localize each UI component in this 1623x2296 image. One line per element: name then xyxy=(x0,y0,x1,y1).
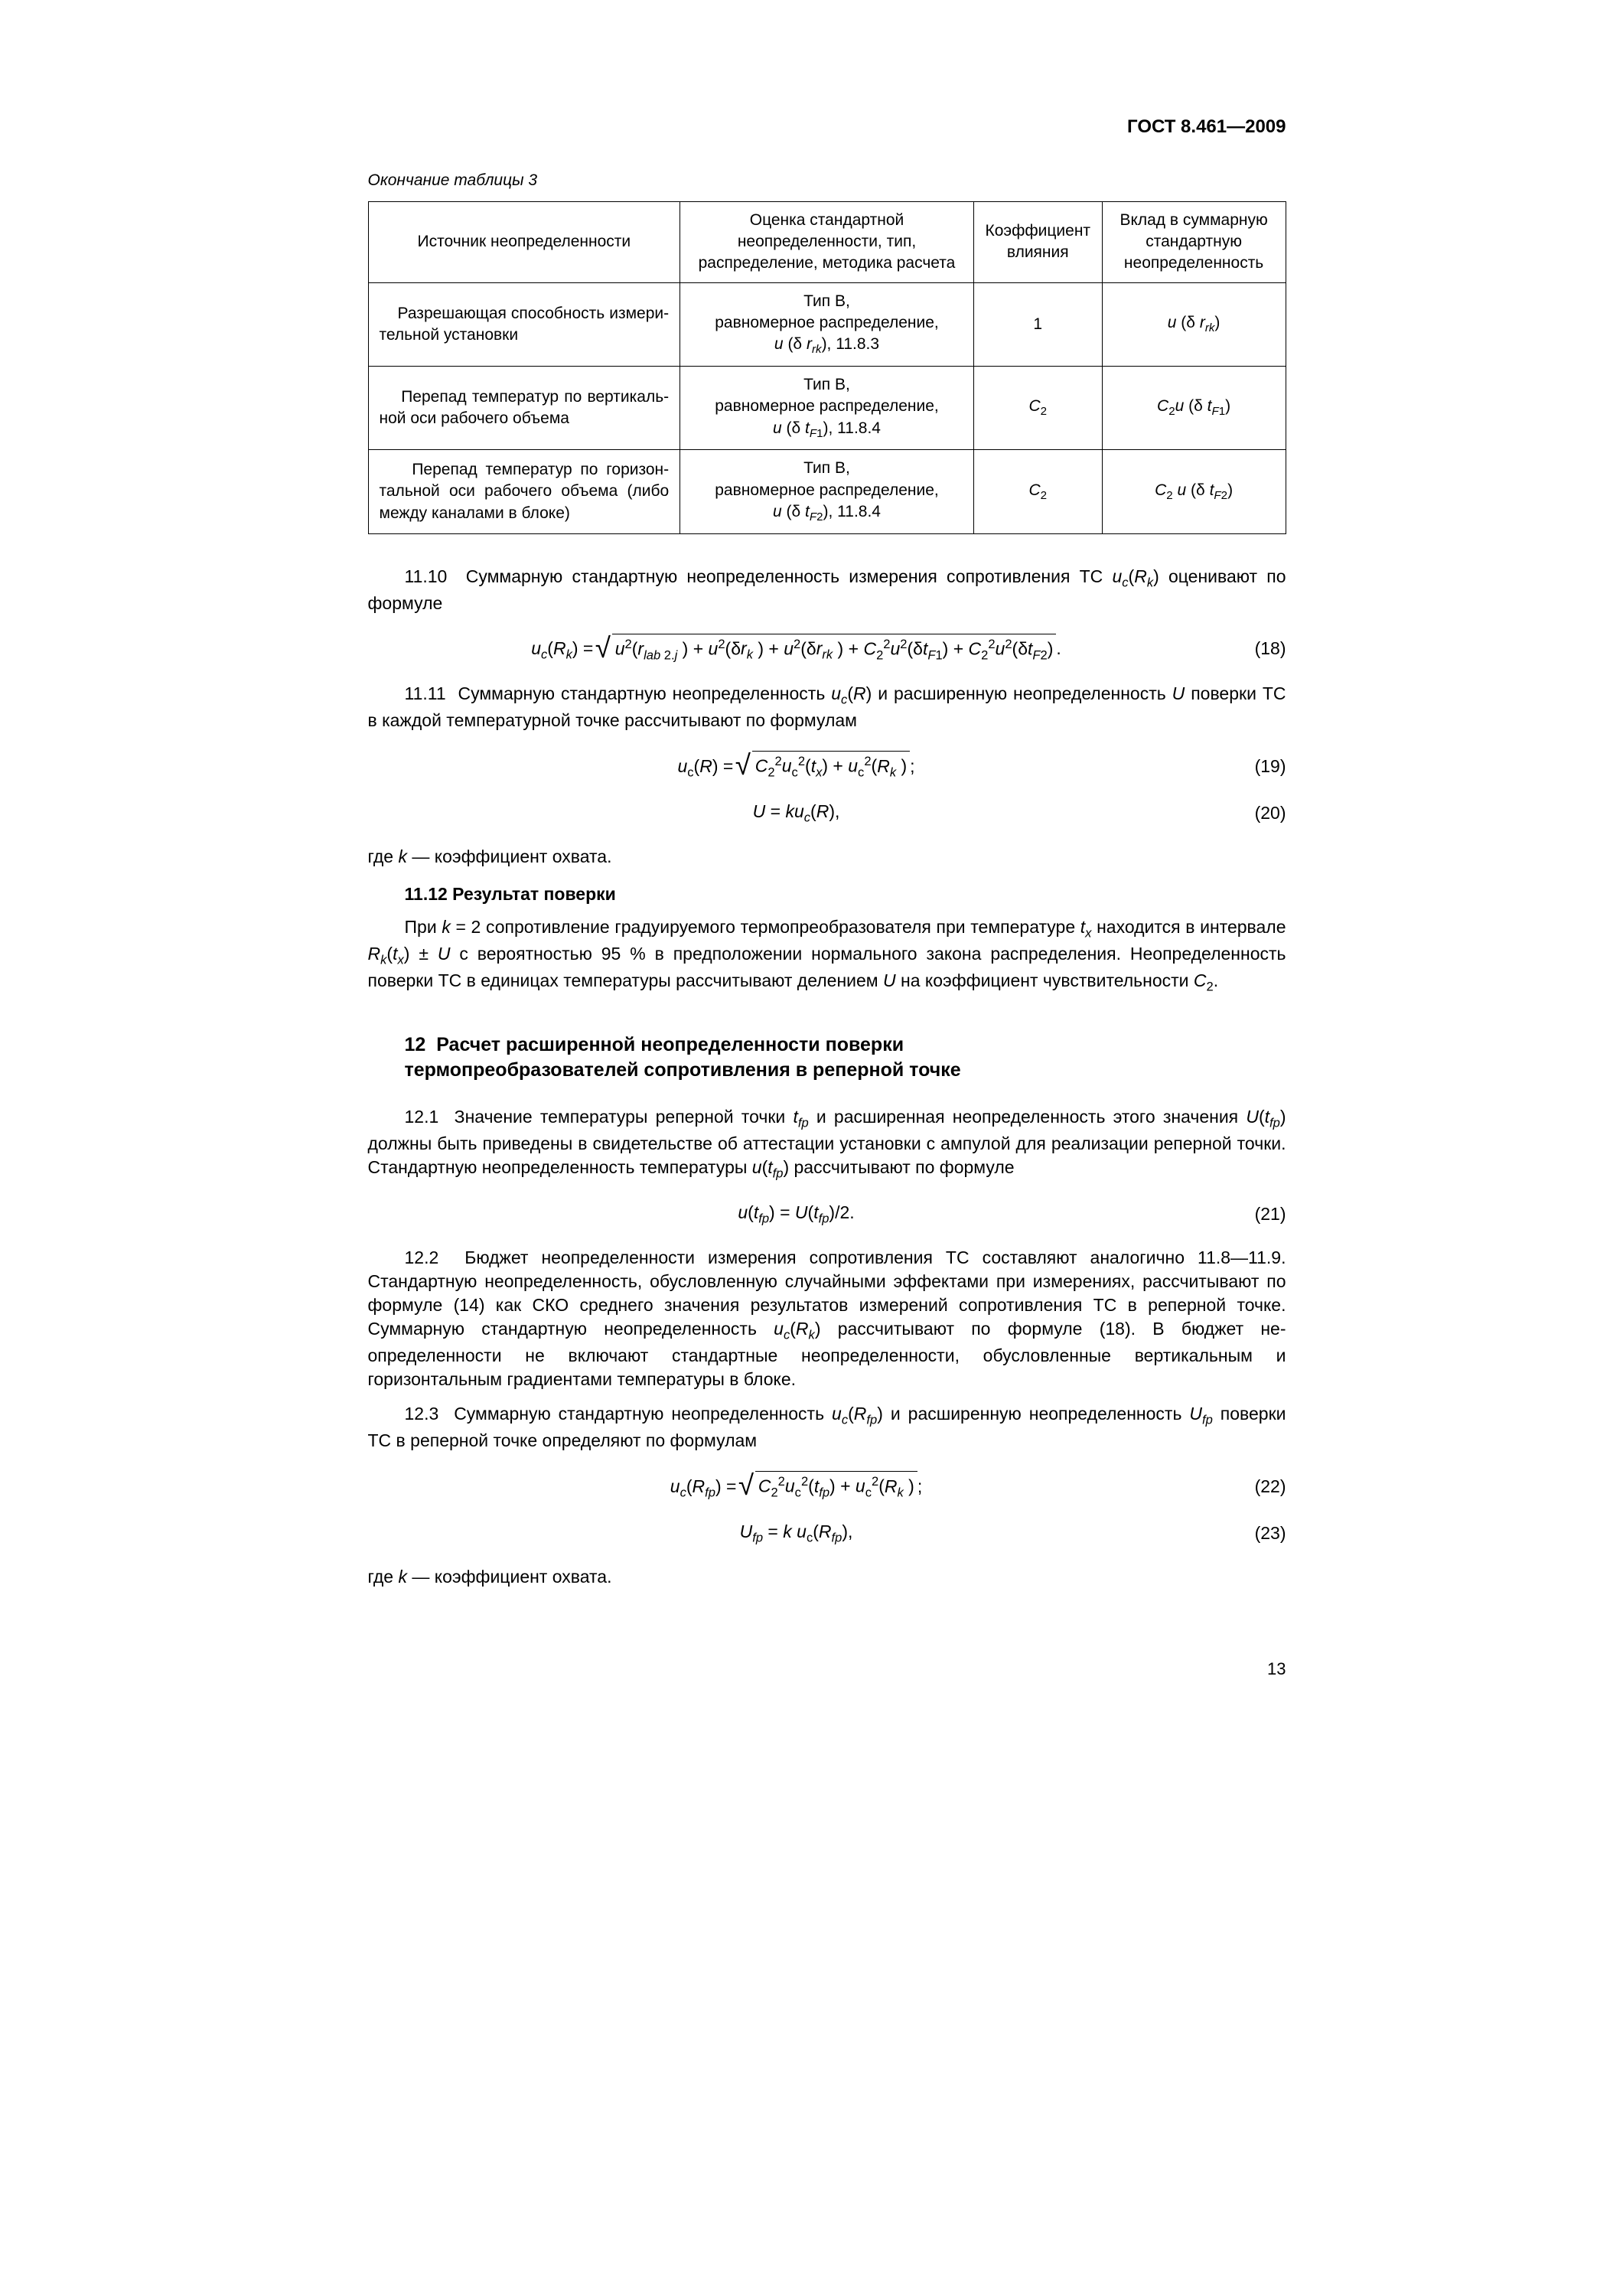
cell-coeff: C2 xyxy=(973,367,1102,450)
h-12: 12 Расчет расширенной неопределенности п… xyxy=(405,1032,1286,1084)
cell-source: Перепад температур по горизон­тальной ос… xyxy=(368,450,680,533)
table-row: Перепад температур по вертикаль­ной оси … xyxy=(368,367,1286,450)
p-11-11: 11.11 Суммарную стандартную неопределенн… xyxy=(368,682,1286,732)
table-row: Перепад температур по горизон­тальной ос… xyxy=(368,450,1286,533)
cell-source: Перепад температур по вертикаль­ной оси … xyxy=(368,367,680,450)
th-contrib: Вклад в суммарную стандартную неопределе… xyxy=(1102,201,1286,282)
cell-source: Разрешающая способность измери­тельной у… xyxy=(368,282,680,366)
uncertainty-table: Источник неопределенности Оценка стандар… xyxy=(368,201,1286,534)
p-12-1: 12.1 Значение температуры реперной точки… xyxy=(368,1105,1286,1182)
h-11-12: 11.12 Результат поверки xyxy=(368,882,1286,906)
table-row: Разрешающая способность измери­тельной у… xyxy=(368,282,1286,366)
equation-20: U = kuc(R), (20) xyxy=(368,800,1286,827)
table-caption: Окончание таблицы 3 xyxy=(368,170,1286,191)
eq-num: (23) xyxy=(1225,1521,1286,1545)
p-where-k: где k — коэффициент охвата. xyxy=(368,845,1286,869)
th-source: Источник неопределенности xyxy=(368,201,680,282)
equation-19: uc(R) = C22uc2(tx) + uc2(Rk ) ; (19) xyxy=(368,751,1286,781)
page-number: 13 xyxy=(368,1658,1286,1681)
cell-estimate: Тип В,равномерное распределение,u (δ tF1… xyxy=(680,367,974,450)
cell-contrib: C2 u (δ tF2) xyxy=(1102,450,1286,533)
document-header: ГОСТ 8.461—2009 xyxy=(368,115,1286,139)
equation-23: Ufp = k uc(Rfp), (23) xyxy=(368,1520,1286,1547)
eq-num: (18) xyxy=(1225,637,1286,660)
eq-num: (20) xyxy=(1225,801,1286,825)
cell-coeff: C2 xyxy=(973,450,1102,533)
eq-num: (19) xyxy=(1225,755,1286,778)
p-11-12: При k = 2 сопротивление градуируемого те… xyxy=(368,915,1286,996)
cell-estimate: Тип В,равномерное распределение,u (δ tF2… xyxy=(680,450,974,533)
th-coeff: Коэффициент влияния xyxy=(973,201,1102,282)
p-11-10: 11.10 Суммарную стандартную неопределенн… xyxy=(368,565,1286,615)
th-estimate: Оценка стандартной неопределенности, тип… xyxy=(680,201,974,282)
cell-estimate: Тип В,равномерное распределение,u (δ rrk… xyxy=(680,282,974,366)
equation-22: uc(Rfp) = C22uc2(tfp) + uc2(Rk ) ; (22) xyxy=(368,1471,1286,1502)
p-12-2: 12.2 Бюджет неопределенности измерения с… xyxy=(368,1246,1286,1391)
equation-18: uc(Rk) = u2(rlab 2.j ) + u2(δrk ) + u2(δ… xyxy=(368,634,1286,664)
eq-num: (22) xyxy=(1225,1475,1286,1499)
cell-contrib: C2u (δ tF1) xyxy=(1102,367,1286,450)
p-12-3: 12.3 Суммарную стандартную неопределенно… xyxy=(368,1402,1286,1453)
eq-num: (21) xyxy=(1225,1202,1286,1226)
p-where-k-2: где k — коэффициент охвата. xyxy=(368,1565,1286,1589)
cell-contrib: u (δ rrk) xyxy=(1102,282,1286,366)
cell-coeff: 1 xyxy=(973,282,1102,366)
equation-21: u(tfp) = U(tfp)/2. (21) xyxy=(368,1201,1286,1228)
page: ГОСТ 8.461—2009 Окончание таблицы 3 Исто… xyxy=(200,0,1424,1757)
